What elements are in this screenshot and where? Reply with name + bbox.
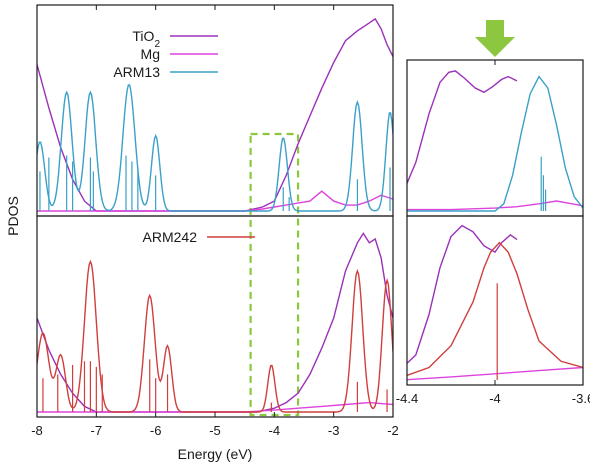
main-top-x-tick-label-6: -2 xyxy=(387,423,399,438)
zoom-top-series-mg-line xyxy=(407,200,583,211)
zoom-top-x-tick-label-1: -4 xyxy=(489,391,501,406)
main-top-x-tick-label-0: -8 xyxy=(31,423,43,438)
zoom-bottom-series-tio2-line xyxy=(407,224,518,365)
main-top-x-tick-label-5: -3 xyxy=(328,423,340,438)
main-top-x-tick-label-1: -7 xyxy=(91,423,103,438)
zoom-top-plot-area xyxy=(407,70,583,212)
main-top-x-tick-label-4: -4 xyxy=(269,423,281,438)
main-bottom-series-tio2-line xyxy=(37,232,393,413)
zoom-top-x-tick-label-2: -3.6 xyxy=(572,391,590,406)
main-bottom-plot-area xyxy=(37,232,393,413)
zoom-bottom-series-mg-line xyxy=(407,366,583,381)
zoom-bottom-plot-area xyxy=(407,224,583,381)
x-axis-title: Energy (eV) xyxy=(178,446,253,462)
main-bottom-legend-arm242: ARM242 xyxy=(143,229,255,245)
green-arrow-icon xyxy=(475,20,515,57)
main-bottom-legend-label-arm242: ARM242 xyxy=(143,229,198,245)
y-axis-title: PDOS xyxy=(5,196,21,236)
main-top-series-arm13-line xyxy=(37,84,393,212)
main-top-legend-arm13: ARM13 xyxy=(113,64,218,80)
main-top-legend-label-mg: Mg xyxy=(141,46,160,62)
zoom-top-frame xyxy=(406,59,584,217)
zoom-bottom-series-arm242-line xyxy=(407,241,583,377)
zoom-top-x-tick-label-0: -4.4 xyxy=(396,391,418,406)
zoom-top-series-arm13-line xyxy=(407,75,583,212)
main-bottom-frame xyxy=(36,215,394,418)
main-top-x-tick-label-2: -6 xyxy=(150,423,162,438)
main-top-plot-area xyxy=(37,17,393,212)
zoom-top-series-tio2-line xyxy=(407,70,518,186)
main-top-legend-label-arm13: ARM13 xyxy=(113,64,160,80)
main-top-legend-mg: Mg xyxy=(141,46,218,62)
main-top-x-tick-label-3: -5 xyxy=(209,423,221,438)
zoom-region-box xyxy=(249,132,300,417)
zoom-bottom-frame xyxy=(406,215,584,386)
